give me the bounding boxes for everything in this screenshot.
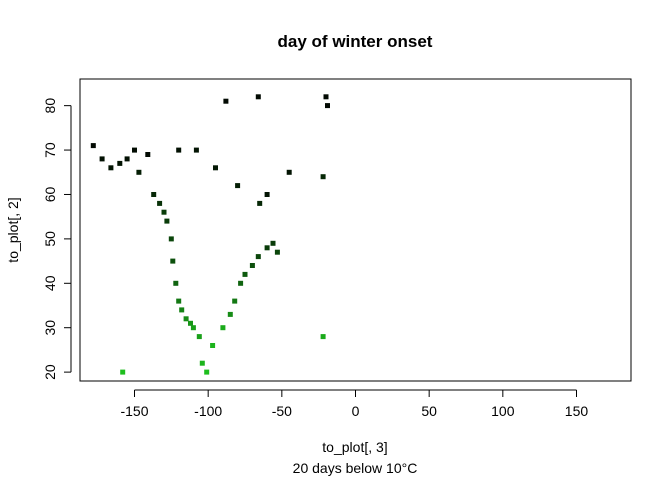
data-point [255,254,261,260]
data-point [249,263,255,268]
data-point [108,165,114,171]
data-points [90,94,330,375]
data-point [238,280,244,286]
data-point [232,298,238,304]
data-point [193,147,199,153]
data-point [99,156,105,162]
x-axis-label: to_plot[, 3] [322,439,387,455]
plot-frame [79,78,632,382]
y-tick-label: 60 [42,186,58,202]
data-point [196,334,202,340]
x-tick-label: 150 [565,403,589,419]
chart-subtitle: 20 days below 10°C [293,460,418,476]
chart-title: day of winter onset [278,32,433,51]
x-axis: -150 -100 -50 0 50 100 150 [120,389,589,419]
x-tick-label: -50 [272,403,292,419]
data-point [188,320,193,326]
data-point [136,169,142,175]
data-point [325,103,330,109]
data-point [132,147,137,153]
y-tick-label: 80 [42,98,58,114]
data-point [173,280,179,286]
y-axis: 20 30 40 50 60 70 80 [42,98,72,380]
data-point [320,174,326,180]
data-point [270,240,276,246]
data-point [227,311,233,317]
data-point [242,271,248,277]
data-point [257,200,263,206]
data-point [255,94,261,100]
data-point [264,245,270,251]
y-tick-label: 20 [42,364,58,380]
y-axis-label: to_plot[, 2] [5,197,21,262]
data-point [120,369,126,375]
y-tick-label: 50 [42,231,58,247]
x-tick-label: 100 [491,403,515,419]
x-tick-label: -150 [120,403,148,419]
x-tick-label: -100 [194,403,222,419]
x-tick-label: 50 [421,403,437,419]
data-point [145,152,151,157]
data-point [164,218,170,224]
data-point [117,160,123,166]
data-point [157,200,163,206]
data-point [170,258,176,264]
data-point [168,236,174,242]
data-point [210,343,216,348]
data-point [179,307,185,313]
data-point [220,325,226,331]
data-point [176,298,182,304]
data-point [286,169,292,175]
data-point [151,192,157,197]
data-point [199,360,205,366]
y-tick-label: 70 [42,142,58,158]
data-point [235,183,241,189]
data-point [223,98,229,104]
data-point [323,94,329,100]
data-point [183,316,189,322]
data-point [264,192,270,197]
data-point [161,209,167,215]
data-point [124,156,130,162]
data-point [190,325,196,331]
data-point [274,249,280,255]
x-tick-label: 0 [352,403,360,419]
data-point [90,143,96,149]
y-tick-label: 40 [42,275,58,291]
data-point [320,334,326,340]
data-point [176,147,182,153]
y-tick-label: 30 [42,320,58,336]
data-point [213,165,218,171]
data-point [204,369,210,375]
